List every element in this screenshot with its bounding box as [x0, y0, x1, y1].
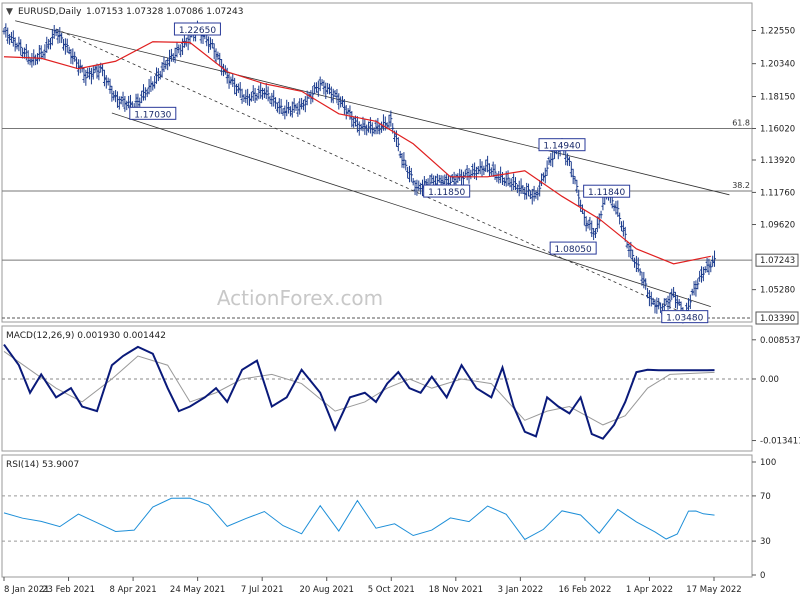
price-callout-box [129, 106, 177, 120]
corner-arrow-icon: ▼ [6, 7, 13, 17]
price-callout-label: 1.11840 [588, 188, 625, 198]
x-tick-label: 17 May 2022 [686, 585, 741, 595]
y-tick-box [755, 253, 799, 267]
trendline [15, 20, 730, 196]
level-label: 61.8 [732, 118, 750, 127]
x-tick-label: 7 Jul 2021 [241, 585, 284, 595]
trendline [111, 112, 711, 307]
price-panel-frame [1, 2, 753, 323]
x-tick-label: 8 Jan 2021 [4, 585, 50, 595]
macd-line [3, 343, 715, 440]
price-callout-label: 1.14940 [543, 142, 580, 152]
symbol-label: EURUSD,Daily [18, 7, 82, 17]
price-callout-label: 1.11850 [428, 188, 465, 198]
price-callout-box [583, 184, 631, 198]
macd-tick-label: -0.013411 [760, 437, 800, 447]
y-tick-label: 1.03390 [760, 314, 795, 324]
macd-signal-line [3, 351, 715, 426]
price-callout-label: 1.03480 [666, 314, 703, 324]
watermark-text: ActionForex.com [217, 286, 383, 310]
y-tick-label: 1.11760 [760, 188, 795, 198]
y-tick-label: 1.16020 [760, 124, 795, 134]
price-callout-label: 1.08050 [555, 245, 592, 255]
rsi-tick-label: 70 [760, 492, 771, 502]
macd-tick-label: 0.00 [760, 375, 779, 385]
x-tick-label: 20 Aug 2021 [300, 585, 354, 595]
price-callout-box [549, 241, 597, 255]
x-tick-label: 16 Feb 2022 [558, 585, 611, 595]
y-tick-label: 1.18150 [760, 93, 795, 103]
price-callout-box [538, 138, 586, 152]
price-callout-box [661, 310, 709, 324]
rsi-tick-label: 100 [760, 458, 776, 468]
x-tick-label: 5 Oct 2021 [368, 585, 415, 595]
macd-label: MACD(12,26,9) 0.001930 0.001442 [6, 331, 166, 341]
moving-average-line [3, 41, 711, 265]
y-tick-label: 1.20340 [760, 60, 795, 70]
rsi-chart [2, 495, 752, 542]
chart-header: ▼ EURUSD,Daily 1.07153 1.07328 1.07086 1… [6, 7, 243, 17]
macd-tick-label: 0.008537 [760, 336, 800, 346]
trendline [55, 28, 693, 318]
rsi-line [3, 497, 715, 541]
y-tick-box [755, 311, 799, 325]
price-callout-box [423, 184, 471, 198]
y-tick-label: 1.13920 [760, 156, 795, 166]
ohlc-label: 1.07153 1.07328 1.07086 1.07243 [86, 7, 243, 17]
x-tick-label: 3 Jan 2022 [498, 585, 544, 595]
x-tick-label: 23 Feb 2021 [42, 585, 95, 595]
rsi-label: RSI(14) 53.9007 [6, 460, 79, 470]
y-tick-label: 1.07243 [760, 256, 795, 266]
axes-group: 1.22550 1.20340 1.18150 1.16020 1.13920 1.117… [3, 27, 800, 595]
level-label: 38.2 [732, 181, 750, 190]
rsi-tick-label: 30 [760, 537, 771, 547]
rsi-panel-frame [1, 454, 753, 578]
y-tick-label: 1.05280 [760, 286, 795, 296]
x-tick-label: 18 Nov 2021 [429, 585, 483, 595]
x-tick-label: 24 May 2021 [170, 585, 225, 595]
price-callout-label: 1.17030 [134, 110, 171, 120]
y-tick-label: 1.09620 [760, 221, 795, 231]
rsi-tick-label: 0 [760, 571, 765, 581]
y-tick-label: 1.22550 [760, 27, 795, 37]
price-callout-box [173, 22, 221, 36]
price-chart: 61.8 38.2 1.22650 1.17030 1.14940 1.11850 1.11… [2, 20, 752, 324]
price-callout-label: 1.22650 [179, 26, 216, 36]
x-tick-label: 8 Apr 2021 [110, 585, 157, 595]
macd-panel-frame [1, 325, 753, 452]
x-tick-label: 1 Apr 2022 [626, 585, 673, 595]
macd-chart [2, 343, 752, 440]
